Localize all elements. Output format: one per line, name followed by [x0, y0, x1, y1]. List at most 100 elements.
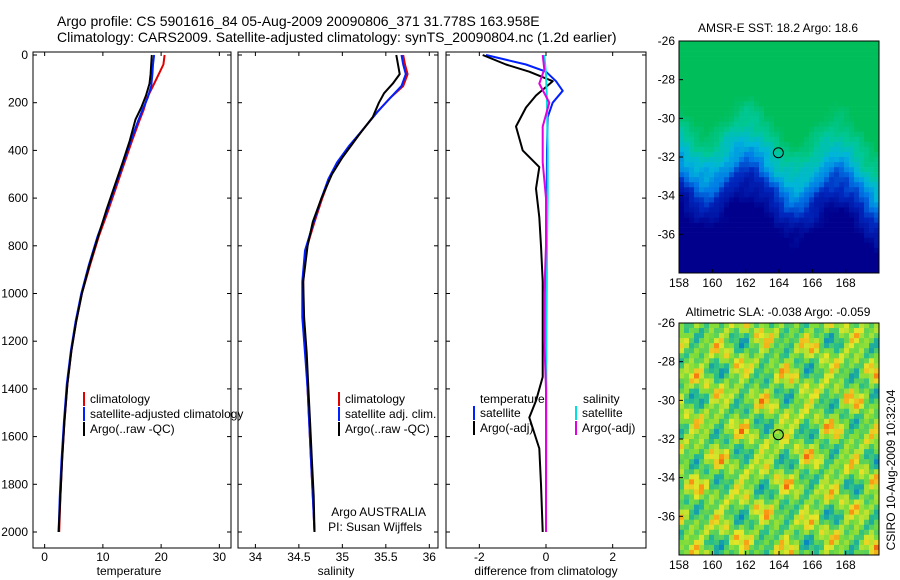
map-cell	[719, 56, 725, 62]
map-cell	[694, 499, 700, 505]
map-cell	[864, 162, 870, 168]
map-cell	[874, 489, 879, 495]
map-cell	[679, 197, 685, 203]
map-cell	[819, 388, 825, 394]
map-cell	[829, 61, 835, 67]
map-cell	[779, 484, 785, 490]
map-cell	[839, 323, 845, 329]
map-cell	[864, 353, 870, 359]
map-cell	[734, 146, 740, 153]
map-cell	[849, 262, 855, 269]
map-cell	[849, 141, 855, 148]
map-cell	[679, 464, 685, 470]
map-cell	[814, 61, 820, 67]
map-cell	[844, 494, 850, 500]
map-cell	[769, 81, 775, 87]
map-cell	[769, 403, 775, 410]
map-cell	[699, 433, 705, 440]
map-cell	[804, 136, 810, 143]
map-cell	[859, 61, 865, 67]
map-cell	[764, 116, 770, 122]
map-cell	[804, 529, 810, 536]
map-cell	[759, 66, 765, 72]
map-cell	[819, 509, 825, 515]
map-cell	[814, 418, 820, 425]
map-cell	[779, 247, 785, 254]
map-cell	[844, 46, 850, 52]
map-cell	[774, 56, 780, 62]
map-cell	[744, 514, 750, 520]
map-cell	[774, 479, 780, 485]
map-cell	[869, 363, 875, 369]
map-cell	[854, 162, 860, 168]
map-cell	[784, 368, 790, 374]
map-cell	[854, 323, 860, 329]
map-cell	[729, 373, 735, 379]
map-cell	[834, 131, 840, 138]
map-cell	[814, 358, 820, 364]
map-cell	[824, 222, 830, 228]
map-cell	[819, 141, 825, 148]
map-cell	[714, 444, 720, 450]
map-cell	[699, 91, 705, 97]
map-cell	[719, 464, 725, 470]
map-cell	[739, 439, 745, 445]
map-cell	[754, 484, 760, 490]
x-tick-label: -2	[474, 550, 485, 564]
map-cell	[769, 151, 775, 158]
map-cell	[789, 464, 795, 470]
map-cell	[794, 252, 800, 259]
map-cell	[834, 459, 840, 465]
map-cell	[774, 348, 780, 354]
map-cell	[719, 247, 725, 254]
map-cell	[744, 413, 750, 420]
map-cell	[704, 71, 710, 77]
map-cell	[819, 534, 825, 541]
x-tick-label: 34.5	[287, 550, 311, 564]
map-cell	[814, 464, 820, 470]
map-cell	[679, 106, 685, 112]
map-cell	[799, 423, 805, 430]
map-cell	[739, 469, 745, 475]
map-cell	[849, 338, 855, 344]
map-cell	[809, 489, 815, 495]
map-cell	[794, 187, 800, 193]
map-cell	[694, 449, 700, 455]
map-cell	[759, 197, 765, 203]
map-cell	[834, 469, 840, 475]
map-cell	[719, 504, 725, 510]
map-cell	[719, 514, 725, 520]
map-cell	[834, 232, 840, 238]
map-cell	[724, 252, 730, 259]
map-cell	[744, 544, 750, 551]
map-cell	[829, 328, 835, 334]
map-cell	[799, 56, 805, 62]
map-cell	[789, 217, 795, 223]
map-cell	[814, 428, 820, 435]
map-cell	[869, 328, 875, 334]
map-cell	[834, 96, 840, 102]
map-cell	[849, 373, 855, 379]
map-cell	[864, 71, 870, 77]
map-cell	[709, 403, 715, 410]
map-cell	[694, 247, 700, 254]
map-cell	[689, 494, 695, 500]
map-cell	[824, 91, 830, 97]
map-cell	[704, 504, 710, 510]
map-cell	[694, 136, 700, 143]
map-cell	[874, 383, 879, 389]
map-cell	[754, 449, 760, 455]
map-cell	[734, 393, 740, 399]
map-cell	[829, 423, 835, 430]
map-cell	[864, 433, 870, 440]
map-cell	[869, 489, 875, 495]
sla-map	[679, 323, 879, 555]
map-cell	[764, 76, 770, 82]
map-cell	[804, 187, 810, 193]
map-cell	[844, 413, 850, 420]
map-cell	[694, 146, 700, 153]
map-cell	[819, 232, 825, 238]
map-cell	[789, 549, 795, 555]
map-cell	[774, 41, 780, 47]
map-cell	[799, 91, 805, 97]
